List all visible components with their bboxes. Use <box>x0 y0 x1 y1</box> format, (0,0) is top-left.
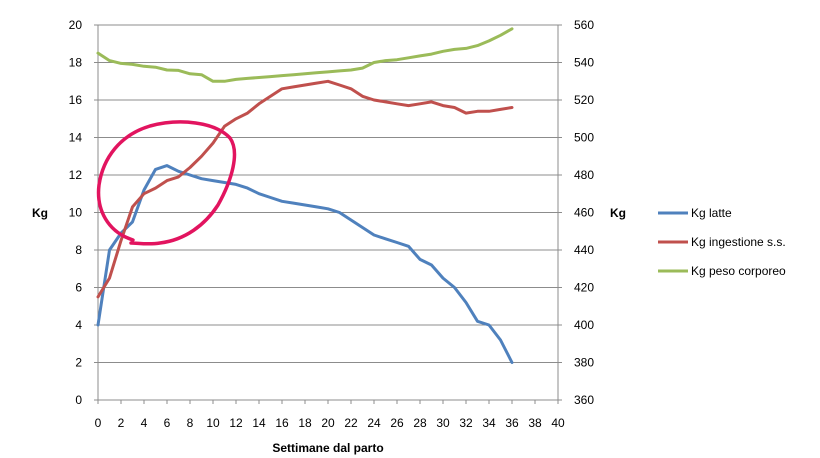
x-tick-label: 10 <box>206 416 220 430</box>
x-tick-label: 36 <box>505 416 519 430</box>
x-tick-label: 18 <box>298 416 312 430</box>
x-tick-label: 28 <box>413 416 427 430</box>
x-tick-label: 34 <box>482 416 496 430</box>
y-left-tick-label: 0 <box>75 393 82 407</box>
y-right-tick-label: 480 <box>574 168 594 182</box>
gridlines <box>98 24 558 401</box>
annotation-ellipse <box>96 120 237 246</box>
legend-label-kg-peso-corporeo: Kg peso corporeo <box>691 264 786 278</box>
y-left-tick-label: 2 <box>75 356 82 370</box>
x-tick-label: 38 <box>528 416 542 430</box>
x-tick-label: 4 <box>141 416 148 430</box>
series-line-kg-latte <box>96 164 514 364</box>
series-line-kg-peso-corporeo <box>96 27 514 83</box>
x-tick-label: 16 <box>275 416 289 430</box>
y-left-tick-label: 4 <box>75 318 82 332</box>
y-left-tick-label: 12 <box>69 168 83 182</box>
x-tick-label: 24 <box>367 416 381 430</box>
series-line-kg-ingestione-s-s <box>96 79 514 299</box>
x-tick-label: 40 <box>551 416 565 430</box>
x-tick-label: 22 <box>344 416 358 430</box>
y-axis-right-title: Kg <box>610 206 626 220</box>
x-tick-label: 0 <box>95 416 102 430</box>
x-tick-label: 30 <box>436 416 450 430</box>
y-right-tick-label: 520 <box>574 93 594 107</box>
x-tick-label: 2 <box>118 416 125 430</box>
x-tick-label: 14 <box>252 416 266 430</box>
y-left-tick-label: 6 <box>75 281 82 295</box>
x-tick-label: 26 <box>390 416 404 430</box>
y-left-tick-label: 18 <box>69 56 83 70</box>
legend-label-kg-ingestione-s-s: Kg ingestione s.s. <box>691 235 786 249</box>
y-left-tick-label: 14 <box>69 131 83 145</box>
x-tick-label: 20 <box>321 416 335 430</box>
y-right-tick-label: 540 <box>574 56 594 70</box>
annotation <box>96 120 237 246</box>
legend: Kg latte Kg ingestione s.s. Kg peso corpor… <box>658 206 786 278</box>
x-tick-label: 12 <box>229 416 243 430</box>
y-right-tick-label: 440 <box>574 243 594 257</box>
y-right-tick-label: 560 <box>574 18 594 32</box>
y-right-tick-label: 400 <box>574 318 594 332</box>
y-left-tick-label: 16 <box>69 93 83 107</box>
y-right-tick-label: 500 <box>574 131 594 145</box>
y-axis-left-title: Kg <box>32 206 48 220</box>
series-lines <box>96 27 514 364</box>
y-left-tick-label: 20 <box>69 18 83 32</box>
y-right-tick-label: 380 <box>574 356 594 370</box>
x-tick-label: 8 <box>187 416 194 430</box>
y-right-tick-label: 360 <box>574 393 594 407</box>
y-left-tick-label: 10 <box>69 206 83 220</box>
x-axis-title: Settimane dal parto <box>272 441 383 455</box>
tick-labels: 0246810121416182036038040042044046048050… <box>69 18 595 430</box>
x-tick-label: 32 <box>459 416 473 430</box>
y-left-tick-label: 8 <box>75 243 82 257</box>
y-right-tick-label: 460 <box>574 206 594 220</box>
axes <box>94 24 562 404</box>
legend-label-kg-latte: Kg latte <box>691 206 732 220</box>
y-right-tick-label: 420 <box>574 281 594 295</box>
x-tick-label: 6 <box>164 416 171 430</box>
